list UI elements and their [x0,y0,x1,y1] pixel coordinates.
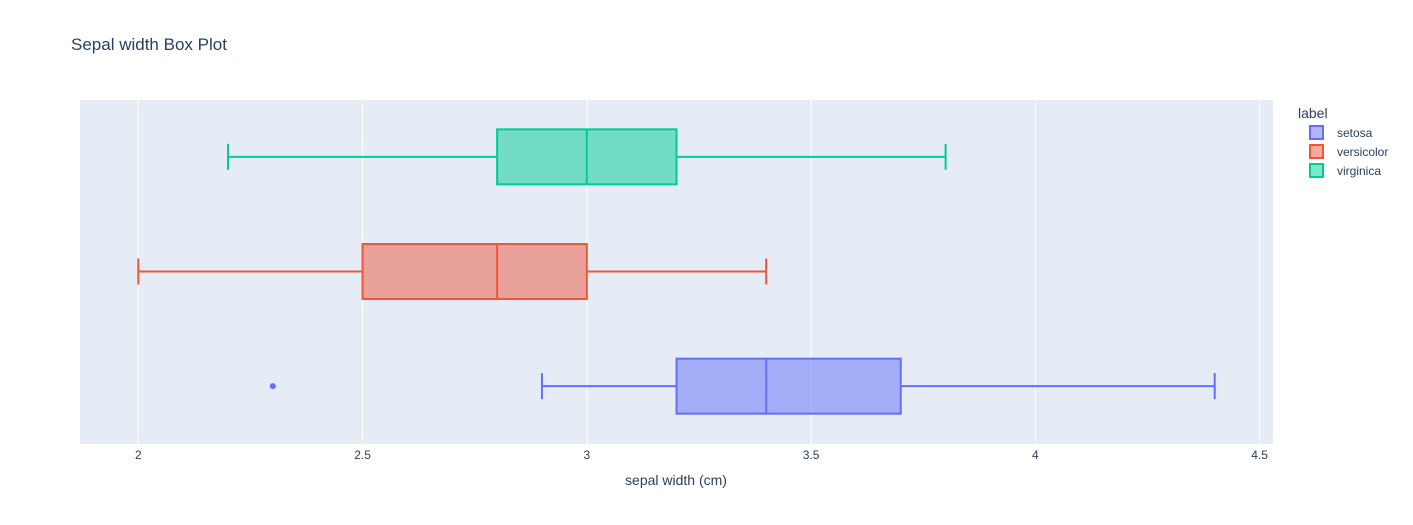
x-tick-labels: 2 2.5 3 3.5 4 4.5 [135,448,1268,462]
legend-label: virginica [1337,164,1381,178]
box-virginica [227,128,947,186]
box-versicolor [137,243,768,300]
legend-label: versicolor [1337,145,1388,159]
x-axis-title: sepal width (cm) [625,472,727,488]
x-tick-label: 4 [1032,448,1039,462]
legend-swatch [1309,144,1324,159]
iqr-box [675,357,902,415]
legend-item-versicolor: versicolor [1309,144,1388,159]
legend-item-setosa: setosa [1309,125,1373,140]
box-setosa [269,357,1216,415]
x-tick-label: 2 [135,448,142,462]
x-tick-label: 4.5 [1251,448,1268,462]
x-tick-label: 2.5 [354,448,371,462]
legend-swatch [1309,125,1324,140]
box-traces [137,128,1216,415]
legend-item-virginica: virginica [1309,163,1381,178]
x-tick-label: 3.5 [803,448,820,462]
legend-title: label [1298,105,1328,121]
legend-label: setosa [1337,126,1373,140]
outlier-point [269,383,276,390]
chart-title: Sepal width Box Plot [71,35,227,54]
iqr-box [361,243,588,300]
x-tick-label: 3 [583,448,590,462]
legend: label setosa versicolor virginica [1298,105,1388,178]
legend-swatch [1309,163,1324,178]
